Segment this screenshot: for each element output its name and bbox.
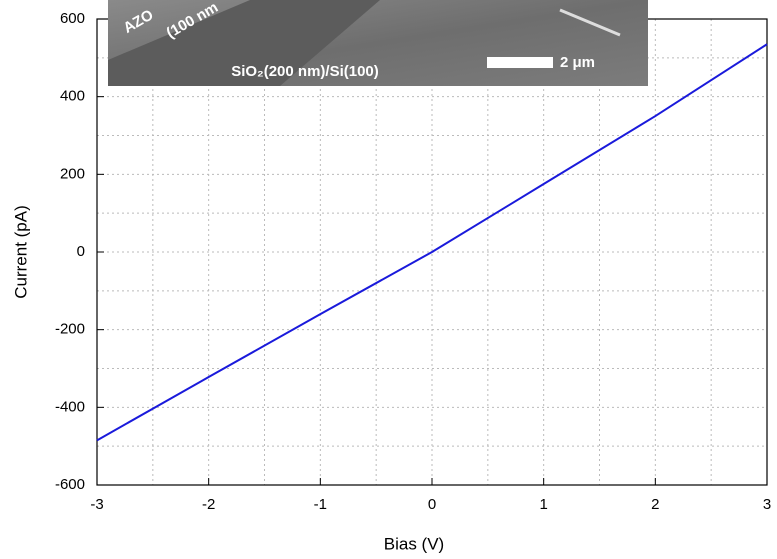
scale-bar bbox=[487, 57, 553, 68]
x-tick-label: 2 bbox=[651, 496, 659, 513]
x-tick-label: 3 bbox=[763, 496, 771, 513]
x-tick-label: -1 bbox=[314, 496, 327, 513]
y-tick-label: -400 bbox=[55, 398, 85, 415]
y-tick-label: 400 bbox=[60, 88, 85, 105]
x-tick-label: -3 bbox=[90, 496, 103, 513]
x-tick-label: -2 bbox=[202, 496, 215, 513]
x-tick-label: 0 bbox=[428, 496, 436, 513]
inset-label: 2 μm bbox=[560, 54, 595, 71]
inset-wire bbox=[559, 8, 621, 37]
x-axis-label: Bias (V) bbox=[384, 534, 444, 553]
y-tick-label: -200 bbox=[55, 321, 85, 338]
y-tick-label: 600 bbox=[60, 10, 85, 27]
data-line bbox=[96, 43, 768, 442]
inset-substrate bbox=[108, 0, 380, 86]
inset-label: SiO₂(200 nm)/Si(100) bbox=[231, 63, 379, 80]
y-tick-label: 200 bbox=[60, 165, 85, 182]
x-tick-label: 1 bbox=[539, 496, 547, 513]
y-tick-label: -600 bbox=[55, 476, 85, 493]
y-axis-label: Current (pA) bbox=[11, 205, 30, 299]
y-tick-label: 0 bbox=[77, 243, 85, 260]
